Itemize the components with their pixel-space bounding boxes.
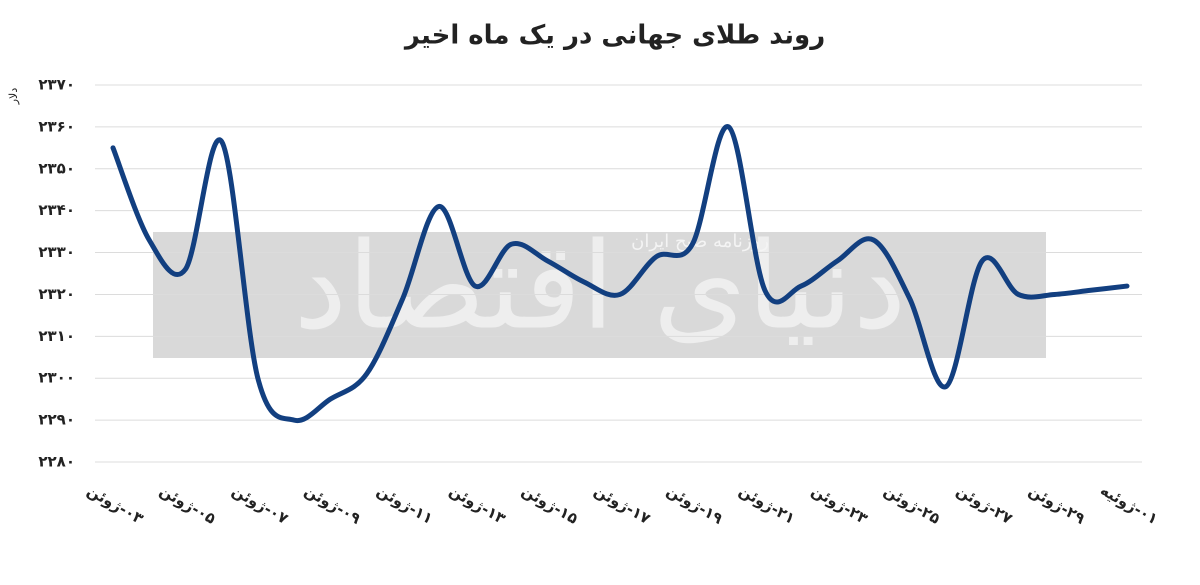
x-tick-label: ۱۳-ژوئن: [446, 481, 508, 527]
y-tick-label: ۲۳۷۰: [38, 76, 75, 94]
y-tick-label: ۲۳۲۰: [38, 285, 75, 303]
line: [110, 124, 1130, 424]
y-tick-label: ۲۳۱۰: [38, 327, 75, 345]
y-tick-label: ۲۲۸۰: [38, 453, 75, 471]
x-tick-label: ۰۵-ژوئن: [156, 481, 218, 527]
x-tick-label: ۲۷-ژوئن: [953, 481, 1015, 527]
y-tick-label: ۲۳۵۰: [38, 159, 75, 177]
y-tick-label: ۲۲۹۰: [38, 411, 75, 429]
watermark-sub: روزنامه صبح ایران: [631, 231, 769, 252]
x-tick-label: ۱۱-ژوئن: [374, 481, 436, 527]
x-tick-label: ۰۹-ژوئن: [301, 481, 363, 527]
x-tick-label: ۲۵-ژوئن: [881, 481, 943, 527]
x-tick-label: ۱۹-ژوئن: [663, 481, 725, 527]
y-tick-label: ۲۳۳۰: [38, 243, 75, 261]
chart-title: روند طلای جهانی در یک ماه اخیر: [403, 21, 825, 51]
x-tick-label: ۱۷-ژوئن: [591, 481, 653, 527]
x-tick-label: ۲۹-ژوئن: [1026, 481, 1088, 527]
y-tick-label: ۲۳۰۰: [38, 369, 75, 387]
x-tick-label: ۰۳-ژوئن: [84, 481, 146, 527]
y-axis-label: دلار: [7, 88, 20, 106]
x-tick-label: ۱۵-ژوئن: [519, 481, 581, 527]
x-tick-label: ۰۱-ژوئیه: [1097, 481, 1161, 528]
x-tick-label: ۲۳-ژوئن: [808, 481, 870, 527]
x-tick-label: ۲۱-ژوئن: [736, 481, 798, 527]
x-tick-label: ۰۷-ژوئن: [229, 481, 291, 527]
y-tick-label: ۲۳۴۰: [38, 201, 75, 219]
y-tick-label: ۲۳۶۰: [38, 117, 75, 135]
